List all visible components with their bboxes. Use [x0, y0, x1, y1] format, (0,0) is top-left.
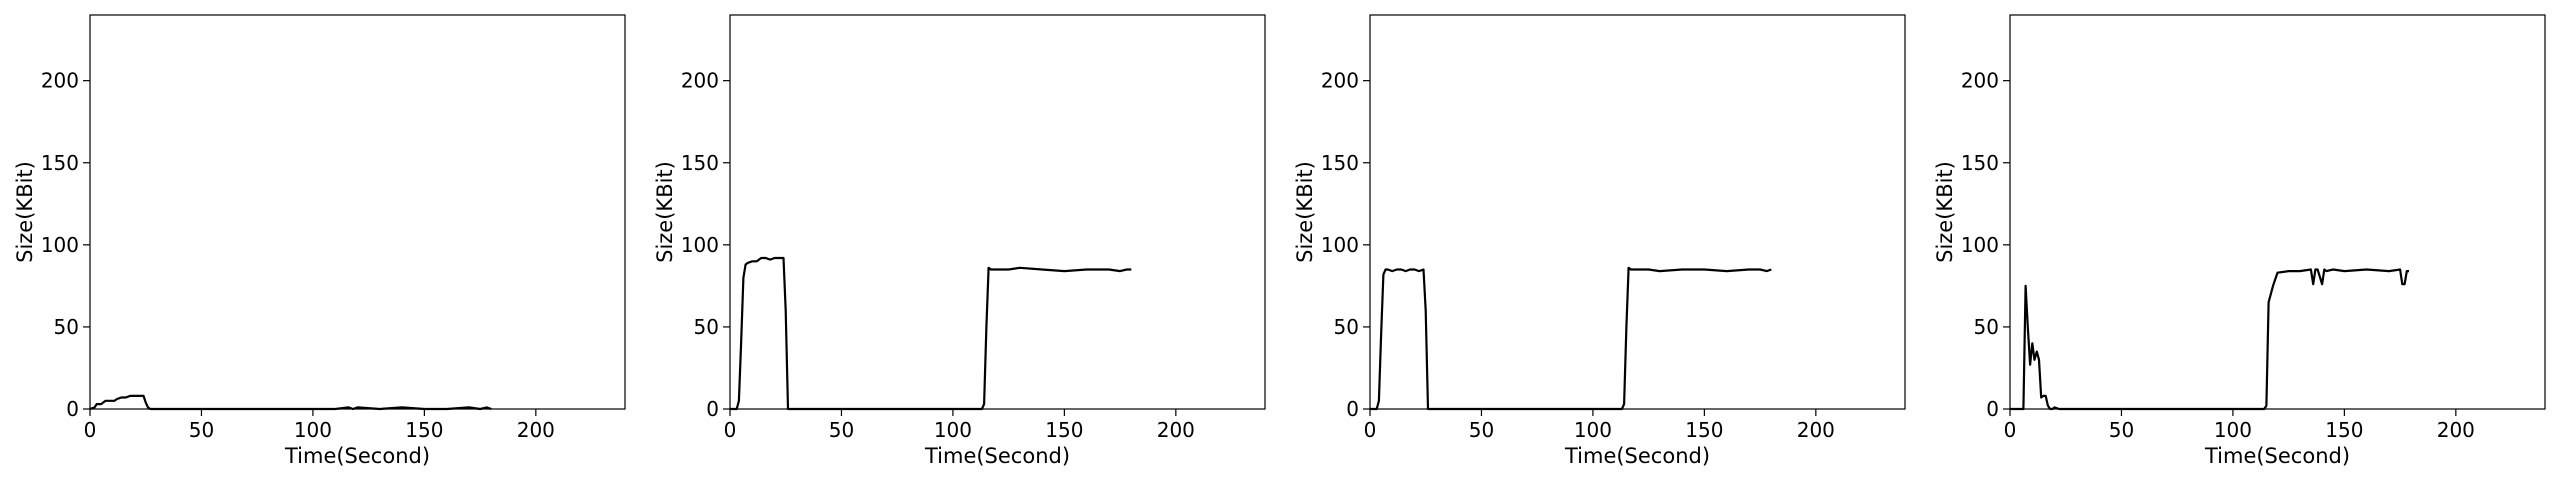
y-tick-label: 150: [1961, 151, 1999, 175]
subplot-2: Time(Second) Size(KBit) 0 50 100 150 200 0 50 1…: [653, 14, 1266, 468]
y-tick-label: 50: [694, 315, 719, 339]
y-tick-label: 100: [1961, 233, 1999, 257]
x-tick-label: 150: [1045, 418, 1083, 442]
y-axis-title: Size(KBit): [653, 161, 677, 263]
y-tick-label: 50: [1974, 315, 1999, 339]
y-tick-label: 50: [1334, 315, 1359, 339]
series-line: [1370, 266, 1772, 411]
x-tick-label: 100: [2214, 418, 2252, 442]
series-line: [730, 256, 1132, 411]
x-tick-label: 150: [1685, 418, 1723, 442]
x-tick-label: 200: [517, 418, 555, 442]
y-tick-label: 100: [41, 233, 79, 257]
x-tick-label: 200: [1157, 418, 1195, 442]
y-tick-label: 100: [1321, 233, 1359, 257]
series-line: [89, 394, 492, 411]
x-tick-label: 200: [1797, 418, 1835, 442]
x-axis-title: Time(Second): [2204, 444, 2350, 468]
x-axis-title: Time(Second): [1564, 444, 1710, 468]
plot-frame: [2009, 14, 2546, 410]
y-tick-label: 150: [1321, 151, 1359, 175]
y-tick-label: 200: [41, 69, 79, 93]
x-tick-label: 150: [405, 418, 443, 442]
plot-frame: [1369, 14, 1906, 410]
subplot-4: Time(Second) Size(KBit) 0 50 100 150 200 0 50 1…: [1933, 14, 2546, 468]
x-tick-label: 200: [2437, 418, 2475, 442]
plot-frame: [729, 14, 1266, 410]
y-tick-label: 150: [681, 151, 719, 175]
y-axis-title: Size(KBit): [1933, 161, 1957, 263]
y-tick-label: 200: [1321, 69, 1359, 93]
x-tick-label: 50: [829, 418, 854, 442]
x-tick-label: 0: [2004, 418, 2017, 442]
x-tick-label: 100: [1574, 418, 1612, 442]
y-tick-label: 200: [1961, 69, 1999, 93]
series-line: [2010, 268, 2409, 411]
y-tick-label: 100: [681, 233, 719, 257]
x-tick-label: 150: [2325, 418, 2363, 442]
x-tick-label: 50: [1469, 418, 1494, 442]
x-tick-label: 100: [934, 418, 972, 442]
x-tick-label: 50: [2109, 418, 2134, 442]
y-axis-title: Size(KBit): [1293, 161, 1317, 263]
y-tick-label: 0: [1986, 397, 1999, 421]
y-tick-label: 50: [54, 315, 79, 339]
y-tick-label: 0: [706, 397, 719, 421]
x-axis-title: Time(Second): [924, 444, 1070, 468]
subplot-3: Time(Second) Size(KBit) 0 50 100 150 200 0 50 1…: [1293, 14, 1906, 468]
y-tick-label: 0: [66, 397, 79, 421]
y-tick-label: 150: [41, 151, 79, 175]
x-tick-label: 100: [294, 418, 332, 442]
y-axis-title: Size(KBit): [13, 161, 37, 263]
plot-frame: [89, 14, 626, 410]
x-tick-label: 0: [724, 418, 737, 442]
subplot-1: Time(Second) Size(KBit) 0 50 100 150 200 0 50 1…: [13, 14, 626, 468]
x-tick-label: 50: [189, 418, 214, 442]
y-tick-label: 0: [1346, 397, 1359, 421]
x-tick-label: 0: [84, 418, 97, 442]
x-tick-label: 0: [1364, 418, 1377, 442]
y-tick-label: 200: [681, 69, 719, 93]
x-axis-title: Time(Second): [284, 444, 430, 468]
